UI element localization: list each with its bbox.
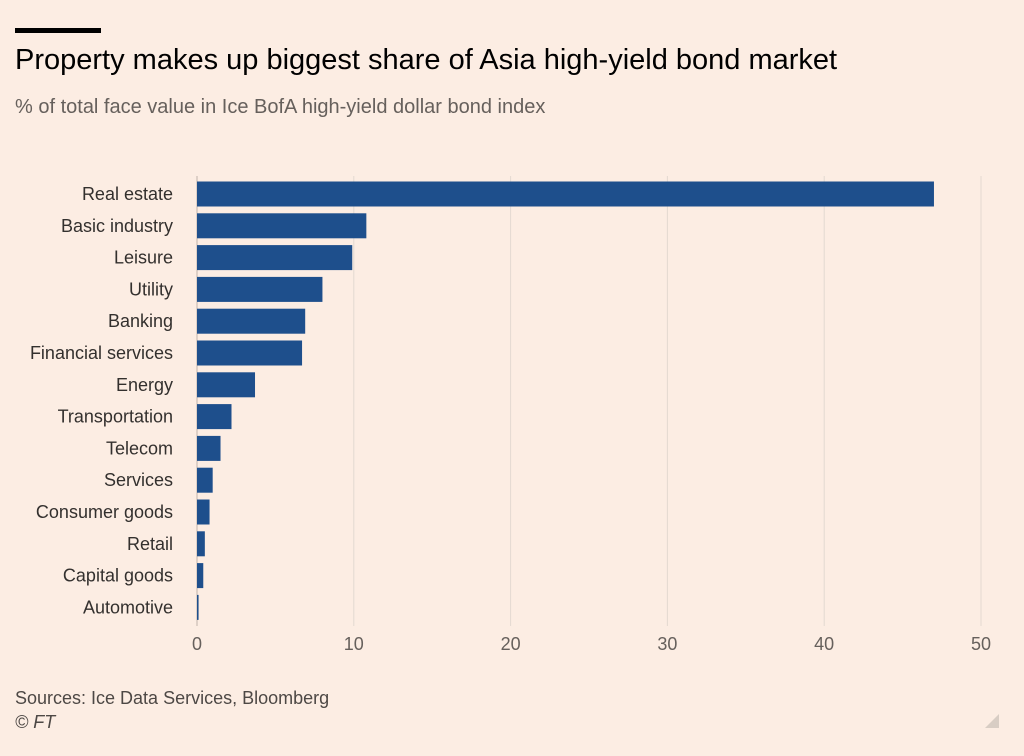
x-tick-label: 10 — [344, 634, 364, 654]
bar-leisure — [197, 245, 353, 271]
grid-layer — [196, 176, 982, 626]
chart-title: Property makes up biggest share of Asia … — [15, 44, 838, 76]
x-tick-label: 0 — [192, 634, 202, 654]
category-label: Banking — [108, 311, 173, 331]
bar-consumer-goods — [197, 499, 210, 525]
source-note: Sources: Ice Data Services, Bloomberg — [15, 688, 330, 708]
category-label: Energy — [116, 375, 173, 395]
category-label: Transportation — [58, 407, 173, 427]
bars-layer — [197, 181, 934, 620]
x-tick-label: 20 — [501, 634, 521, 654]
bar-telecom — [197, 435, 221, 461]
bar-services — [197, 467, 213, 493]
category-label: Automotive — [83, 597, 173, 617]
category-label: Financial services — [30, 343, 173, 363]
category-label: Real estate — [82, 184, 173, 204]
category-label: Services — [104, 470, 173, 490]
copyright-note: © FT — [15, 712, 56, 732]
bar-basic-industry — [197, 213, 367, 239]
bar-banking — [197, 308, 306, 334]
x-axis-ticks: 0 10 20 30 40 50 — [192, 634, 991, 654]
bar-real-estate — [197, 181, 934, 207]
category-label: Utility — [129, 279, 173, 299]
category-label: Retail — [127, 534, 173, 554]
resize-grip-icon[interactable] — [985, 714, 999, 728]
bar-utility — [197, 276, 323, 302]
category-label: Telecom — [106, 438, 173, 458]
chart-subtitle: % of total face value in Ice BofA high-y… — [15, 96, 546, 118]
category-labels: Real estate Basic industry Leisure Utility B… — [30, 184, 173, 617]
bar-chart: Real estate Basic industry Leisure Utility B… — [30, 176, 991, 654]
x-tick-label: 50 — [971, 634, 991, 654]
x-tick-label: 30 — [657, 634, 677, 654]
bar-energy — [197, 372, 256, 398]
category-label: Basic industry — [61, 216, 173, 236]
bar-automotive — [197, 594, 199, 620]
bar-transportation — [197, 404, 232, 430]
x-tick-label: 40 — [814, 634, 834, 654]
bar-capital-goods — [197, 563, 204, 589]
bar-retail — [197, 531, 205, 557]
category-label: Consumer goods — [36, 502, 173, 522]
bar-financial-services — [197, 340, 303, 366]
category-label: Capital goods — [63, 566, 173, 586]
brand-bar — [15, 28, 101, 33]
category-label: Leisure — [114, 248, 173, 268]
